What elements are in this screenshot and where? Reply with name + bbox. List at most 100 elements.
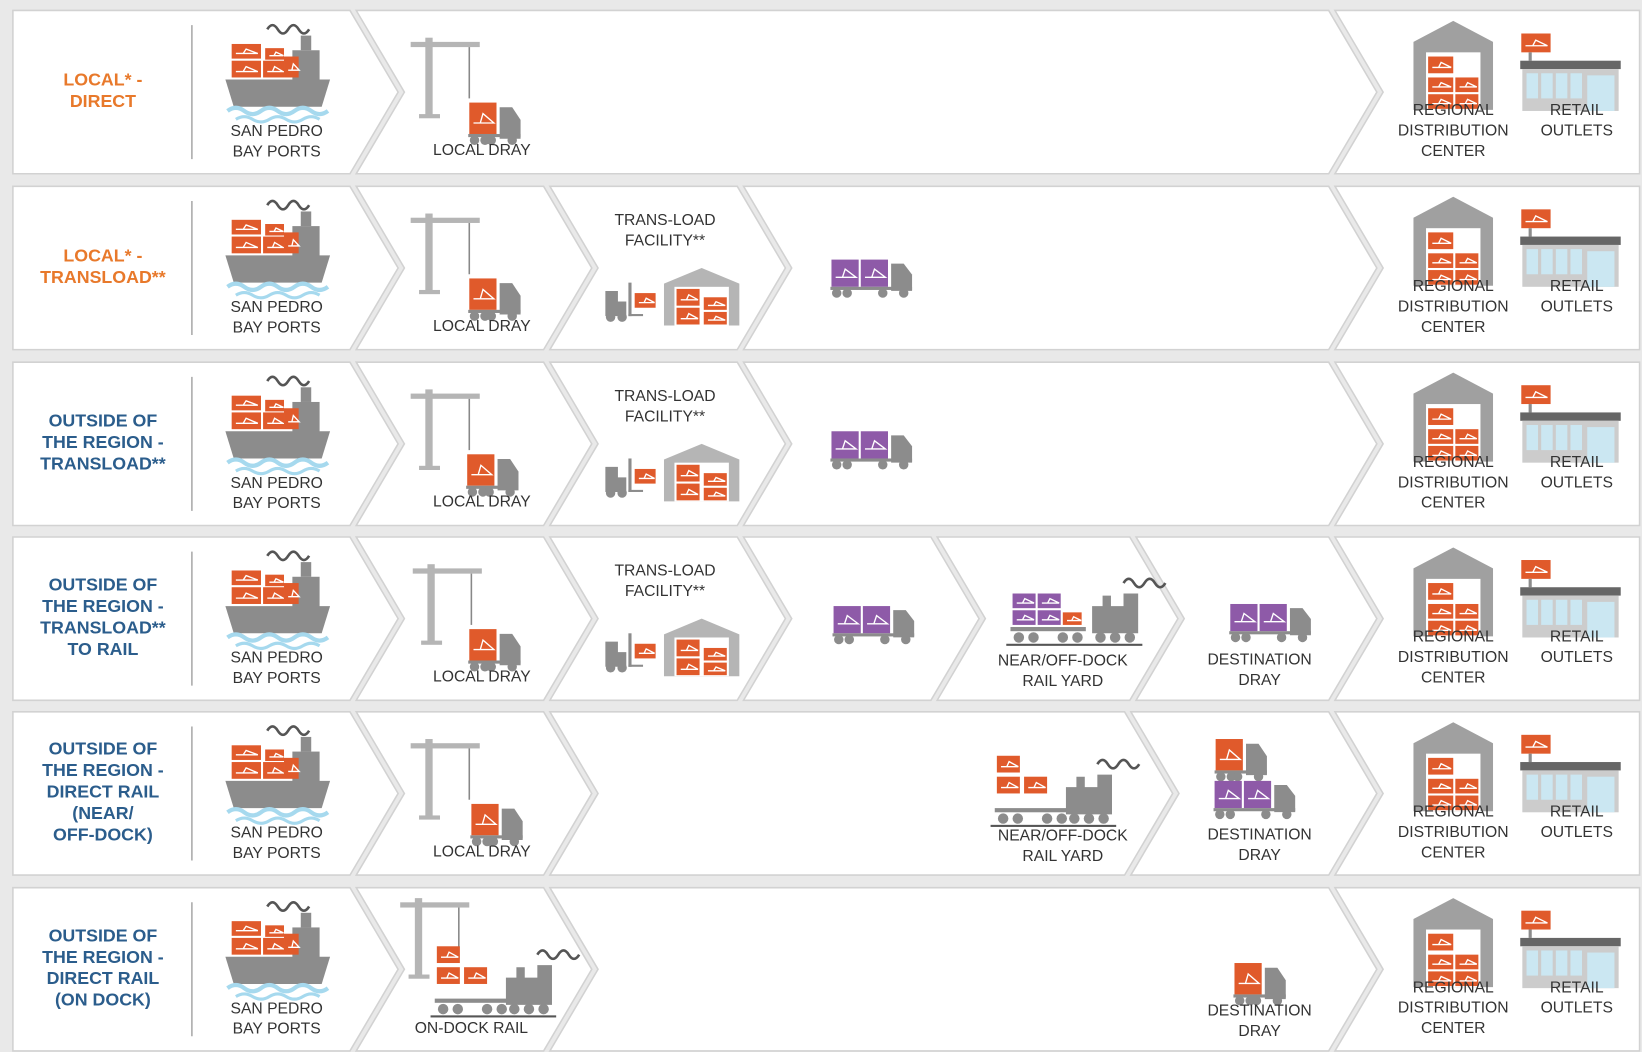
crane-base: [409, 975, 430, 979]
rail: [431, 1015, 557, 1017]
cargo-box: [831, 260, 858, 287]
cargo-box: [1428, 955, 1453, 970]
crane-base: [419, 114, 440, 118]
truck-icon: [1215, 739, 1267, 781]
store-roof: [1520, 61, 1620, 69]
step-label: FACILITY**: [625, 408, 705, 425]
cargo-box: [1215, 781, 1242, 808]
cargo-box: [831, 431, 858, 458]
store-window: [1541, 73, 1553, 98]
store-window: [1570, 950, 1582, 975]
wheel: [901, 635, 910, 644]
step-label: LOCAL DRAY: [433, 843, 531, 860]
flatcar: [435, 999, 510, 1003]
step-label: NEAR/OFF-DOCK: [998, 653, 1128, 670]
step-label: OUTLETS: [1541, 474, 1613, 491]
row-label: OUTSIDE OF: [49, 411, 158, 431]
truck-icon: [468, 103, 520, 145]
wheel: [1233, 772, 1242, 781]
cargo-box: [232, 570, 261, 585]
wheel: [1215, 810, 1224, 819]
row-label: THE REGION -: [42, 432, 164, 452]
cargo-box: [1521, 735, 1550, 754]
store-window: [1556, 775, 1568, 800]
wheel: [1277, 633, 1286, 642]
store-roof: [1520, 587, 1620, 595]
store-window: [1570, 600, 1582, 625]
step-label: OUTLETS: [1541, 298, 1613, 315]
wheel: [509, 1004, 519, 1014]
row-label: TO RAIL: [68, 639, 139, 659]
wheel: [538, 1004, 548, 1014]
step-label: SAN PEDRO: [230, 123, 322, 140]
step-label: DISTRIBUTION: [1398, 1000, 1509, 1017]
store-window: [1541, 249, 1553, 274]
wheel: [617, 488, 626, 497]
crane-jib: [413, 568, 482, 573]
wheel: [1028, 632, 1038, 642]
step-label: BAY PORTS: [233, 495, 321, 512]
forklift-fork: [628, 490, 643, 492]
store-window: [1541, 775, 1553, 800]
step-label: DISTRIBUTION: [1398, 298, 1509, 315]
crane-base: [419, 290, 440, 294]
forklift-fork: [628, 665, 643, 667]
store-window: [1527, 775, 1539, 800]
cargo-box: [1234, 963, 1261, 994]
flatcar: [1010, 627, 1085, 631]
cargo-box: [232, 745, 261, 760]
wheel: [834, 635, 843, 644]
wheel: [606, 663, 615, 672]
crane-base: [419, 815, 440, 819]
store-window: [1541, 950, 1553, 975]
forklift-mast: [628, 458, 631, 491]
truck-chassis: [830, 287, 912, 290]
step-label: OUTLETS: [1541, 824, 1613, 841]
truck-icon: [466, 454, 518, 496]
wheel: [482, 1004, 492, 1014]
step-label: DISTRIBUTION: [1398, 123, 1509, 140]
cargo-box: [1428, 232, 1453, 249]
step-label: DESTINATION: [1207, 827, 1311, 844]
wheel: [606, 312, 615, 321]
step-label: LOCAL DRAY: [433, 318, 531, 335]
wheel: [1042, 813, 1052, 823]
cargo-box: [232, 61, 261, 78]
cargo-box: [469, 103, 496, 134]
step-label: DISTRIBUTION: [1398, 474, 1509, 491]
row-label: DIRECT RAIL: [47, 782, 160, 802]
step-label: RETAIL: [1550, 278, 1604, 295]
wheel: [617, 663, 626, 672]
wheel: [878, 288, 887, 297]
crane-jib: [411, 218, 480, 223]
wheel: [1014, 632, 1024, 642]
step-label: LOCAL DRAY: [433, 668, 531, 685]
cargo-box: [232, 938, 261, 955]
row-label: OUTSIDE OF: [49, 925, 158, 945]
step-label: RETAIL: [1550, 803, 1604, 820]
cargo-box: [1428, 429, 1453, 444]
wheel: [899, 288, 908, 297]
wheel: [832, 288, 841, 297]
ship-stack: [301, 36, 311, 51]
crane-tower: [415, 898, 422, 977]
store-window: [1556, 73, 1568, 98]
crane-jib: [400, 902, 469, 907]
cargo-box: [469, 278, 496, 309]
store-window: [1570, 73, 1582, 98]
cargo-box: [1428, 57, 1453, 74]
sign-post: [1529, 754, 1532, 762]
step-label: CENTER: [1421, 319, 1486, 336]
cargo-box: [232, 396, 261, 411]
wheel: [832, 460, 841, 469]
step-label: BAY PORTS: [233, 143, 321, 160]
step-label: DISTRIBUTION: [1398, 824, 1509, 841]
step-label: BAY PORTS: [233, 845, 321, 862]
step-label: DESTINATION: [1207, 1002, 1311, 1019]
store-window: [1541, 600, 1553, 625]
cargo-box: [469, 629, 496, 660]
cargo-box: [1428, 77, 1453, 92]
wheel: [1057, 813, 1067, 823]
cargo-box: [467, 454, 494, 485]
wheel: [1072, 632, 1082, 642]
